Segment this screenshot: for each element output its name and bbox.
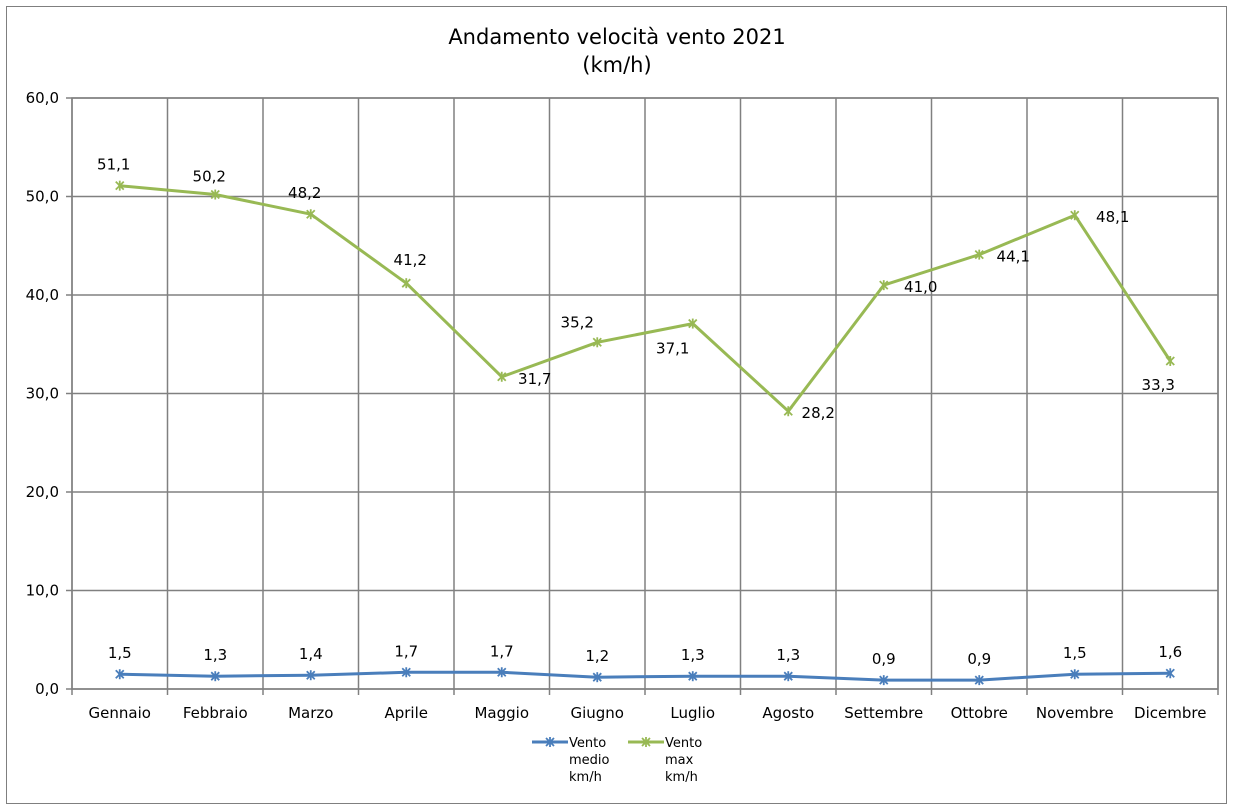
data-label: 1,3 [776,646,800,664]
data-point-marker [115,669,125,680]
data-point-marker [210,671,220,682]
series-line-vento-medio [118,670,1172,682]
legend: Vento medio km/h Vento max km/h [532,736,702,785]
data-point-marker [688,318,698,329]
data-label: 1,3 [203,646,227,664]
x-tick-label: Maggio [474,704,529,722]
data-label: 33,3 [1142,376,1175,394]
data-point-marker [879,280,889,291]
data-label: 1,7 [394,642,418,660]
data-label: 44,1 [997,248,1030,266]
data-label: 37,1 [656,340,689,358]
data-label: 48,2 [288,184,321,202]
data-label: 1,2 [585,647,609,665]
x-tick-label: Ottobre [951,704,1008,722]
x-tick-label: Dicembre [1134,704,1206,722]
chart-subtitle: (km/h) [582,53,651,77]
data-point-marker [1165,355,1175,366]
data-point-marker [497,667,507,678]
series-lines [115,180,1175,686]
data-point-marker [1070,210,1080,221]
data-label: 1,4 [299,645,323,663]
x-tick-label: Gennaio [89,704,151,722]
y-tick-label: 50,0 [26,188,59,206]
data-point-marker [974,675,984,686]
y-tick-label: 10,0 [26,582,59,600]
x-tick-label: Marzo [288,704,333,722]
data-point-marker [1165,668,1175,679]
data-point-marker [497,371,507,382]
data-label: 35,2 [561,313,594,331]
chart-title: Andamento velocità vento 2021 [448,25,785,49]
y-tick-label: 40,0 [26,286,59,304]
data-label: 1,5 [108,644,132,662]
data-point-marker [592,672,602,683]
legend-entry: Vento max km/h [628,736,702,785]
data-point-marker [592,337,602,348]
data-point-marker [210,189,220,200]
data-label: 41,0 [904,278,937,296]
data-label: 1,6 [1158,643,1182,661]
data-point-marker [783,406,793,417]
data-label: 50,2 [193,168,226,186]
data-label: 1,5 [1063,644,1087,662]
data-label: 48,1 [1096,208,1129,226]
data-point-marker [401,278,411,289]
x-tick-label: Agosto [762,704,814,722]
data-label: 1,3 [681,646,705,664]
series-line-vento-max [118,184,1172,413]
data-point-marker [1070,669,1080,680]
x-tick-label: Febbraio [183,704,248,722]
x-axis-ticks: Gennaio Febbraio Marzo Aprile Maggio Giugno Lu… [71,689,1219,722]
data-label: 31,7 [518,370,551,388]
x-tick-label: Novembre [1036,704,1114,722]
data-point-marker [115,180,125,191]
data-point-marker [306,670,316,681]
data-label: 0,9 [967,650,991,668]
x-tick-label: Aprile [384,704,428,722]
data-point-marker [974,249,984,260]
y-tick-label: 60,0 [26,89,59,107]
y-axis-ticks: 0,0 10,0 20,0 30,0 40,0 50,0 60,0 [26,89,72,698]
chart-frame: Andamento velocità vento 2021 (km/h) 0,0… [6,6,1227,804]
chart-svg: Andamento velocità vento 2021 (km/h) 0,0… [26,25,1219,785]
data-label: 0,9 [872,650,896,668]
legend-label: Vento max km/h [665,736,702,785]
data-label: 28,2 [802,404,835,422]
legend-label: Vento medio km/h [569,736,610,785]
data-point-marker [641,737,651,747]
data-point-marker [306,209,316,220]
data-point-marker [545,737,555,747]
x-tick-label: Giugno [570,704,624,722]
x-tick-label: Luglio [670,704,715,722]
data-point-marker [783,671,793,682]
data-label: 51,1 [97,156,130,174]
y-tick-label: 0,0 [35,680,59,698]
data-label: 1,7 [490,642,514,660]
data-labels: 1,5 1,3 1,4 1,7 1,7 1,2 1,3 1,3 0,9 0,9 1,5 1,6 51,1… [97,156,1182,668]
y-tick-label: 30,0 [26,385,59,403]
x-tick-label: Settembre [844,704,923,722]
data-point-marker [401,667,411,678]
y-tick-label: 20,0 [26,483,59,501]
data-point-marker [879,675,889,686]
data-label: 41,2 [394,251,427,269]
legend-entry: Vento medio km/h [532,736,610,785]
data-point-marker [688,671,698,682]
